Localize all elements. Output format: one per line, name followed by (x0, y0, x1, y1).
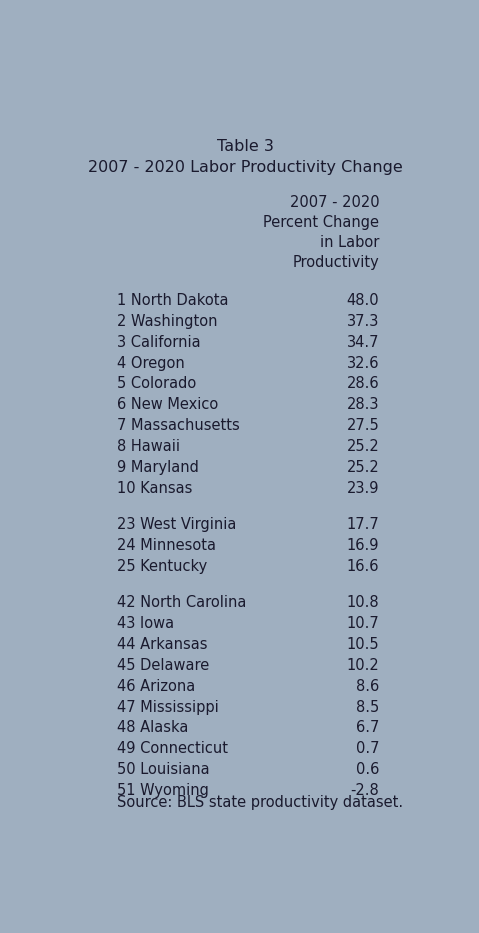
Text: 51 Wyoming: 51 Wyoming (117, 783, 209, 798)
Text: Table 3: Table 3 (217, 138, 274, 154)
Text: Productivity: Productivity (292, 255, 379, 270)
Text: 10.5: 10.5 (346, 637, 379, 652)
Text: 16.6: 16.6 (347, 559, 379, 574)
Text: 23.9: 23.9 (347, 480, 379, 495)
Text: 46 Arizona: 46 Arizona (117, 679, 195, 694)
Text: 49 Connecticut: 49 Connecticut (117, 742, 228, 757)
Text: 27.5: 27.5 (346, 418, 379, 433)
Text: 44 Arkansas: 44 Arkansas (117, 637, 208, 652)
Text: 1 North Dakota: 1 North Dakota (117, 293, 229, 308)
Text: 47 Mississippi: 47 Mississippi (117, 700, 219, 715)
Text: 45 Delaware: 45 Delaware (117, 658, 210, 673)
Text: 2007 - 2020 Labor Productivity Change: 2007 - 2020 Labor Productivity Change (88, 160, 403, 175)
Text: 28.6: 28.6 (346, 376, 379, 391)
Text: 2 Washington: 2 Washington (117, 313, 218, 328)
Text: 8.6: 8.6 (356, 679, 379, 694)
Text: 10.8: 10.8 (346, 595, 379, 610)
Text: 8 Hawaii: 8 Hawaii (117, 439, 181, 453)
Text: 4 Oregon: 4 Oregon (117, 355, 185, 370)
Text: 10.2: 10.2 (346, 658, 379, 673)
Text: 50 Louisiana: 50 Louisiana (117, 762, 210, 777)
Text: 0.6: 0.6 (356, 762, 379, 777)
Text: 7 Massachusetts: 7 Massachusetts (117, 418, 240, 433)
Text: 5 Colorado: 5 Colorado (117, 376, 197, 391)
Text: 6 New Mexico: 6 New Mexico (117, 397, 219, 412)
Text: 25.2: 25.2 (346, 439, 379, 453)
Text: 34.7: 34.7 (347, 335, 379, 350)
Text: 9 Maryland: 9 Maryland (117, 460, 199, 475)
Text: 3 California: 3 California (117, 335, 201, 350)
Text: 6.7: 6.7 (356, 720, 379, 735)
Text: 48.0: 48.0 (346, 293, 379, 308)
Text: 28.3: 28.3 (347, 397, 379, 412)
Text: 0.7: 0.7 (355, 742, 379, 757)
Text: 24 Minnesota: 24 Minnesota (117, 538, 217, 553)
Text: 10.7: 10.7 (346, 617, 379, 632)
Text: 8.5: 8.5 (356, 700, 379, 715)
Text: 43 Iowa: 43 Iowa (117, 617, 174, 632)
Text: 23 West Virginia: 23 West Virginia (117, 517, 237, 532)
Text: 42 North Carolina: 42 North Carolina (117, 595, 247, 610)
Text: 17.7: 17.7 (346, 517, 379, 532)
Text: 10 Kansas: 10 Kansas (117, 480, 193, 495)
Text: 32.6: 32.6 (347, 355, 379, 370)
Text: -2.8: -2.8 (350, 783, 379, 798)
Text: 16.9: 16.9 (347, 538, 379, 553)
Text: in Labor: in Labor (320, 235, 379, 250)
Text: 25 Kentucky: 25 Kentucky (117, 559, 208, 574)
Text: 25.2: 25.2 (346, 460, 379, 475)
Text: 48 Alaska: 48 Alaska (117, 720, 189, 735)
Text: Percent Change: Percent Change (263, 215, 379, 230)
Text: 2007 - 2020: 2007 - 2020 (289, 195, 379, 210)
Text: 37.3: 37.3 (347, 313, 379, 328)
Text: Source: BLS state productivity dataset.: Source: BLS state productivity dataset. (117, 795, 403, 810)
